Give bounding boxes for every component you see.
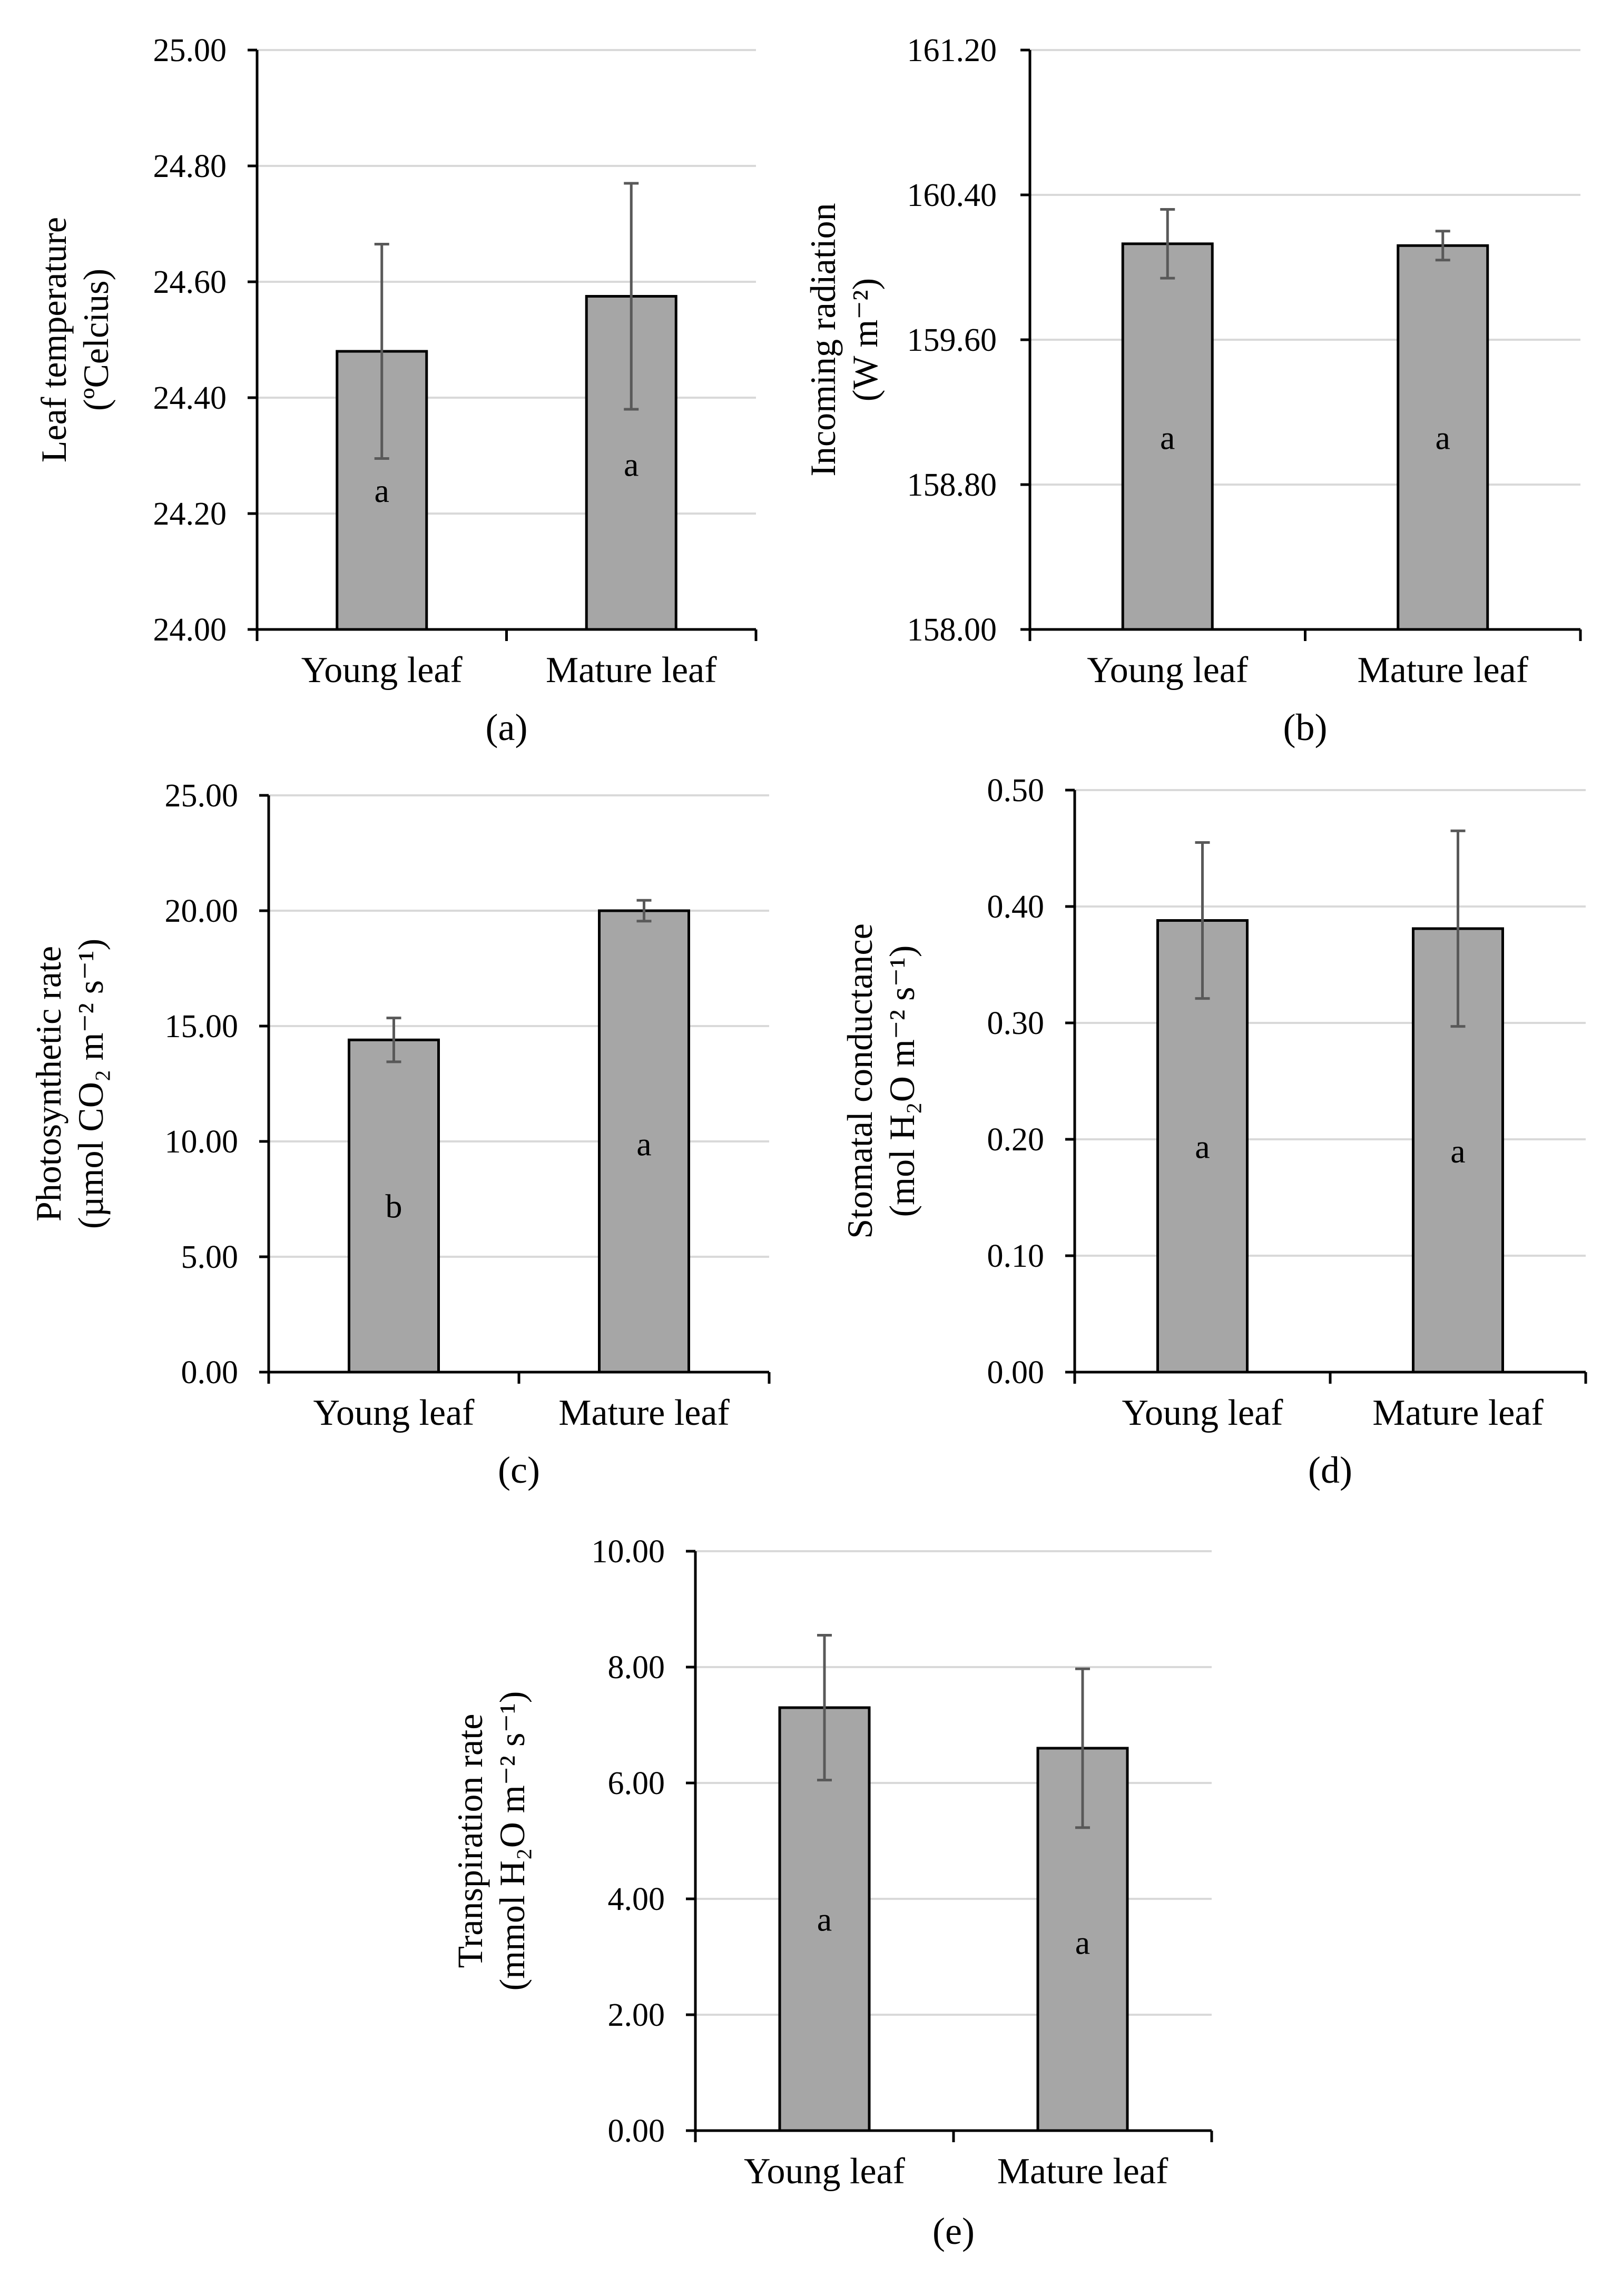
panel-d-ytick-label: 0.00 xyxy=(987,1355,1045,1391)
panel-a-label: (a) xyxy=(486,706,528,748)
panel-e-category-label: Young leaf xyxy=(744,2151,906,2192)
panel-c-ylabel-line2: (µmol CO₂ m⁻² s⁻¹) xyxy=(71,939,111,1229)
panel-d-ytick-label: 0.50 xyxy=(987,773,1045,809)
panel-c-significance-label: b xyxy=(386,1188,402,1225)
panel-c-ytick-label: 5.00 xyxy=(181,1239,239,1275)
panel-a-ylabel-line2: (ºCelcius) xyxy=(76,269,116,411)
panel-e-ytick-label: 2.00 xyxy=(608,1997,665,2033)
panel-d-ytick-label: 0.40 xyxy=(987,889,1045,925)
panel-b-ytick-label: 160.40 xyxy=(907,178,997,213)
panel-e-ytick-label: 8.00 xyxy=(608,1650,665,1686)
panel-b-ytick-label: 158.80 xyxy=(907,467,997,503)
panel-d-ytick-label: 0.20 xyxy=(987,1122,1045,1158)
panel-e-ylabel-line2: (mmol H₂O m⁻² s⁻¹) xyxy=(492,1691,532,1991)
panel-b-significance-label: a xyxy=(1160,419,1175,457)
panel-e-ylabel-line1: Transpiration rate xyxy=(450,1714,490,1968)
panel-c-ytick-label: 20.00 xyxy=(165,893,239,929)
panel-a-category-label: Young leaf xyxy=(301,650,463,691)
panel-d-ylabel-line2: (mol H₂O m⁻² s⁻¹) xyxy=(882,945,922,1217)
panel-c-ylabel-line1: Photosynthetic rate xyxy=(28,946,68,1221)
panel-c-label: (c) xyxy=(498,1449,540,1491)
panel-b-ytick-label: 159.60 xyxy=(907,322,997,358)
panel-c-bar-young-leaf xyxy=(348,1038,440,1374)
panel-a-ytick-label: 24.00 xyxy=(153,612,227,648)
panel-d-label: (d) xyxy=(1308,1449,1352,1491)
panel-e-ytick-label: 6.00 xyxy=(608,1766,665,1801)
panel-e-ytick-label: 10.00 xyxy=(592,1534,665,1570)
panel-c-ytick-label: 25.00 xyxy=(165,778,239,814)
panel-c-bar-mature-leaf xyxy=(598,909,690,1374)
panel-e-significance-label: a xyxy=(817,1901,832,1938)
panel-a-category-label: Mature leaf xyxy=(546,650,717,691)
panel-d-significance-label: a xyxy=(1195,1128,1210,1165)
panel-c-ytick-label: 0.00 xyxy=(181,1355,239,1391)
panel-c-ytick-label: 15.00 xyxy=(165,1009,239,1044)
panel-e-ytick-label: 0.00 xyxy=(608,2113,665,2149)
panel-d-category-label: Mature leaf xyxy=(1372,1393,1544,1433)
panel-b-ytick-label: 158.00 xyxy=(907,612,997,648)
panel-e-label: (e) xyxy=(932,2210,975,2252)
panel-c-category-label: Young leaf xyxy=(313,1393,475,1433)
panel-b-ytick-label: 161.20 xyxy=(907,33,997,68)
panel-b-label: (b) xyxy=(1283,706,1328,748)
panel-a-ytick-label: 24.40 xyxy=(153,380,227,416)
panel-d-category-label: Young leaf xyxy=(1122,1393,1284,1433)
panel-a-ytick-label: 24.20 xyxy=(153,496,227,532)
panel-a-ytick-label: 24.60 xyxy=(153,264,227,300)
panel-b-ylabel-line1: Incoming radiation xyxy=(803,203,843,476)
panel-c-ytick-label: 10.00 xyxy=(165,1124,239,1160)
panel-b-category-label: Mature leaf xyxy=(1357,650,1528,691)
panel-a-ylabel-line1: Leaf temperature xyxy=(34,217,74,462)
panel-b-ylabel-line2: (W m⁻²) xyxy=(845,278,885,401)
panel-d-ytick-label: 0.10 xyxy=(987,1238,1045,1274)
panel-e-significance-label: a xyxy=(1075,1924,1090,1962)
panel-d-ylabel-line1: Stomatal conductance xyxy=(840,923,880,1239)
panel-b-significance-label: a xyxy=(1436,419,1450,457)
panel-a-ytick-label: 25.00 xyxy=(153,33,227,68)
panel-d-ytick-label: 0.30 xyxy=(987,1006,1045,1041)
panel-c-category-label: Mature leaf xyxy=(558,1393,730,1433)
panel-a-ytick-label: 24.80 xyxy=(153,149,227,184)
panel-b-category-label: Young leaf xyxy=(1087,650,1249,691)
panel-c-significance-label: a xyxy=(636,1125,651,1162)
panel-e-ytick-label: 4.00 xyxy=(608,1881,665,1917)
panel-a-significance-label: a xyxy=(375,472,389,509)
panel-d-significance-label: a xyxy=(1450,1132,1465,1170)
panel-a-significance-label: a xyxy=(624,446,638,484)
panel-e-category-label: Mature leaf xyxy=(997,2151,1168,2192)
